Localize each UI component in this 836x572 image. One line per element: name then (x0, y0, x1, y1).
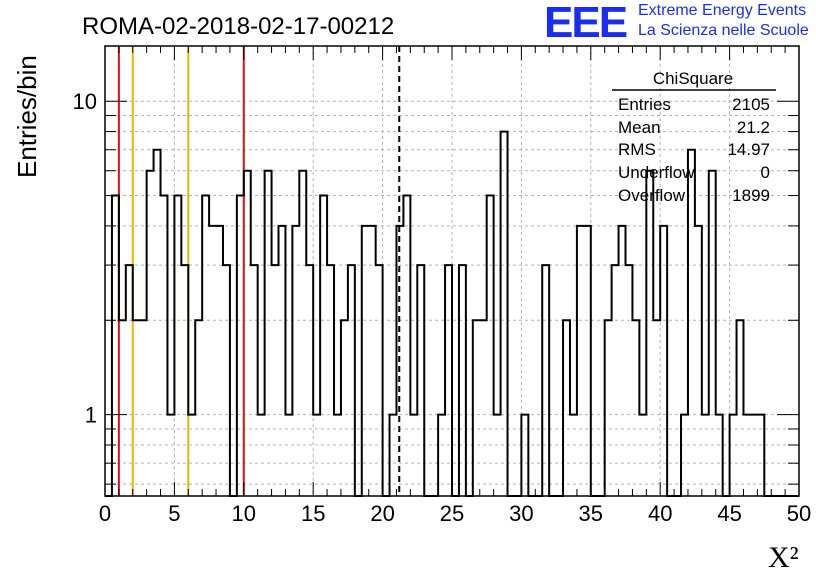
stats-label-entries: Entries (618, 95, 671, 114)
x-tick-label: 15 (301, 501, 325, 526)
x-tick-label: 30 (509, 501, 533, 526)
stats-value-rms: 14.97 (727, 140, 770, 159)
y-axis-label: Entries/bin (12, 55, 42, 178)
logo-line-2: La Scienza nelle Scuole (638, 22, 809, 39)
x-tick-label: 40 (648, 501, 672, 526)
x-tick-label: 5 (168, 501, 180, 526)
stats-label-underflow: Underflow (618, 163, 695, 182)
x-tick-label: 45 (717, 501, 741, 526)
stats-title: ChiSquare (653, 69, 733, 88)
stats-label-mean: Mean (618, 118, 661, 137)
x-axis-label: X² (768, 541, 799, 572)
y-tick-label: 1 (85, 403, 97, 428)
stats-value-overflow: 1899 (732, 186, 770, 205)
x-tick-label: 25 (440, 501, 464, 526)
x-tick-label: 10 (232, 501, 256, 526)
chart-title: ROMA-02-2018-02-17-00212 (82, 13, 394, 40)
x-tick-label: 20 (370, 501, 394, 526)
axis-ticks (104, 46, 800, 496)
x-tick-label: 0 (99, 501, 111, 526)
stats-value-mean: 21.2 (737, 118, 770, 137)
x-tick-label: 50 (787, 501, 811, 526)
stats-label-rms: RMS (618, 140, 656, 159)
stats-value-entries: 2105 (732, 95, 770, 114)
stats-value-underflow: 0 (761, 163, 770, 182)
tick-labels: 0 5 10 15 20 25 30 35 40 45 50 1 10 (73, 89, 812, 526)
stats-box: ChiSquare Entries 2105 Mean 21.2 RMS 14.… (612, 69, 776, 205)
logo-line-1: Extreme Energy Events (638, 2, 807, 19)
y-tick-label: 10 (73, 89, 97, 114)
eee-logo-mark: EEE (544, 0, 628, 47)
x-tick-label: 35 (579, 501, 603, 526)
stats-label-overflow: Overflow (618, 186, 686, 205)
